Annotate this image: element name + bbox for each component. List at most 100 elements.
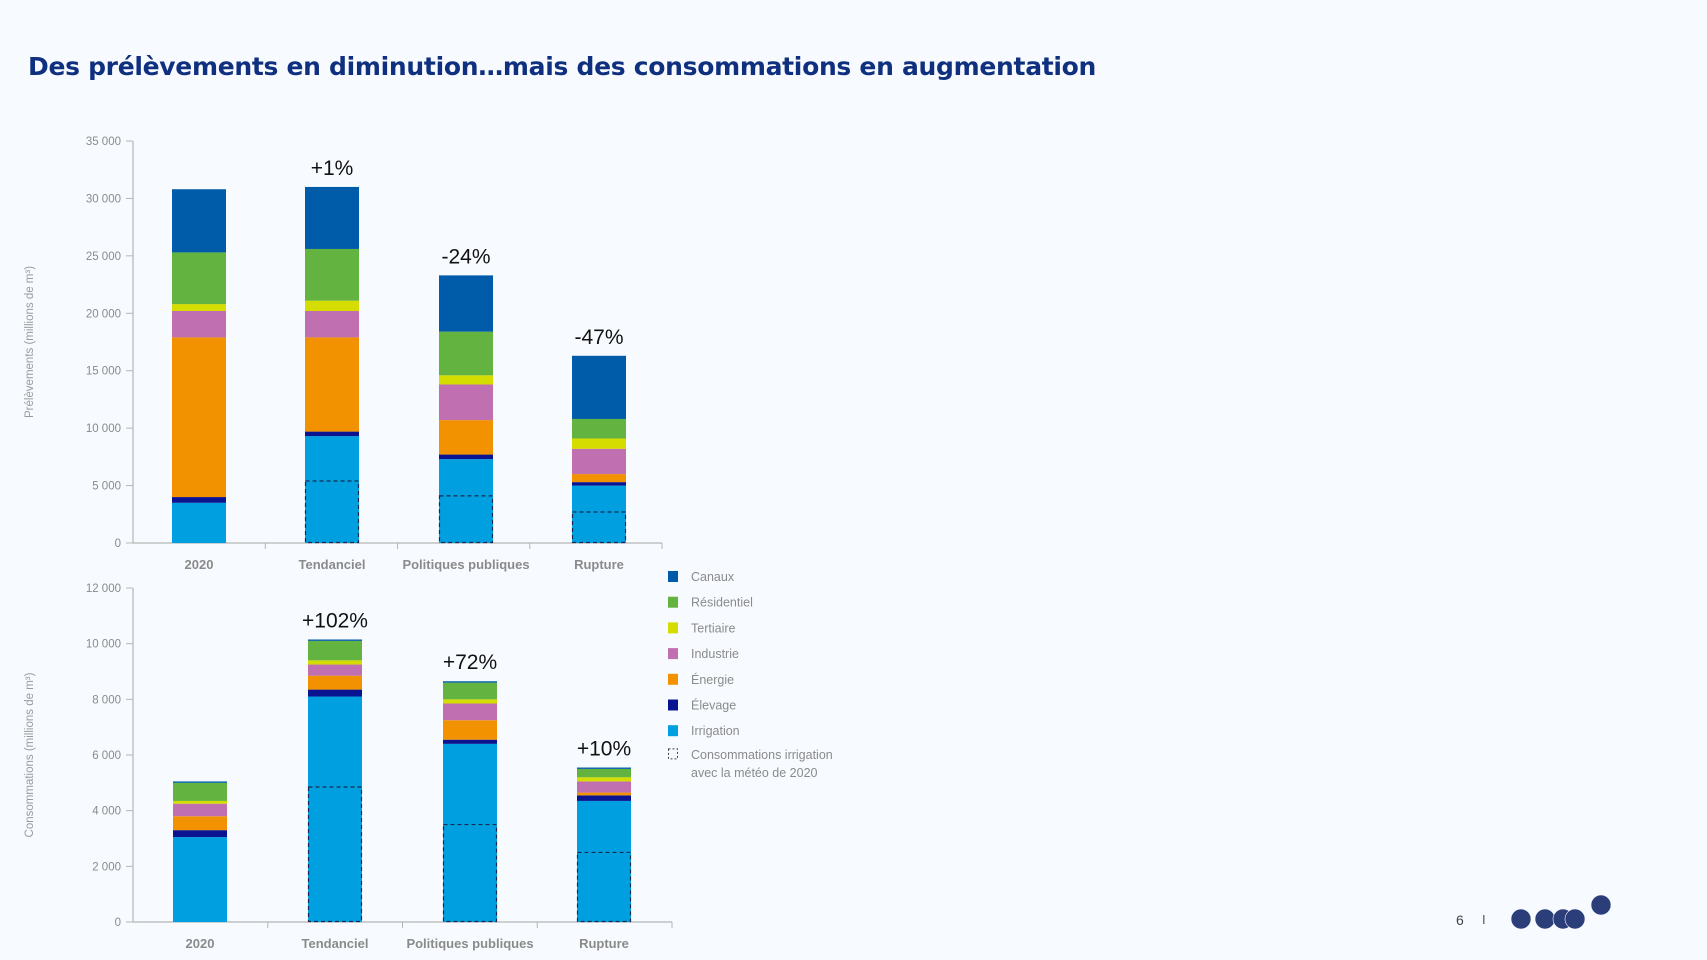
bar-segment-tertiaire — [572, 438, 626, 449]
bar-segment-résidentiel — [308, 640, 362, 661]
bar-segment-énergie — [577, 792, 631, 796]
bar-segment-canaux — [172, 189, 226, 253]
dashed-irrigation-meteo-2020 — [442, 823, 498, 923]
change-annotation: +10% — [577, 738, 631, 761]
legend-label: Consommations irrigation — [691, 748, 833, 762]
bar-segment-résidentiel — [305, 248, 359, 301]
bar-segment-élevage — [443, 739, 497, 744]
bar-segment-irrigation — [308, 696, 362, 922]
logo-dot-icon — [1590, 894, 1612, 916]
y-tick-label: 30 000 — [86, 193, 121, 205]
logo-dot-icon — [1564, 908, 1586, 930]
legend-swatch-dashed — [668, 748, 678, 760]
bar-segment-irrigation — [577, 800, 631, 922]
legend-swatch-canaux — [668, 571, 678, 582]
bar-segment-industrie — [572, 448, 626, 475]
bar-segment-canaux — [308, 639, 362, 641]
y-tick-label: 12 000 — [86, 583, 121, 595]
bar-segment-industrie — [308, 664, 362, 676]
bar-segment-irrigation — [443, 743, 497, 922]
bar-segment-tertiaire — [308, 660, 362, 665]
bar-segment-canaux — [572, 355, 626, 419]
bar-segment-industrie — [439, 384, 493, 421]
y-tick-label: 10 000 — [86, 639, 121, 651]
legend-swatch-industrie — [668, 648, 678, 660]
bar-segment-élevage — [572, 482, 626, 486]
bar-segment-canaux — [439, 275, 493, 332]
bar-segment-résidentiel — [443, 682, 497, 700]
legend-label: Énergie — [691, 672, 734, 687]
y-tick-label: 20 000 — [86, 308, 121, 320]
bar-segment-énergie — [173, 816, 227, 831]
bar-segment-énergie — [572, 474, 626, 483]
bar-segment-tertiaire — [443, 699, 497, 704]
x-category-label: Tendanciel — [299, 557, 366, 572]
dashed-irrigation-meteo-2020 — [304, 480, 360, 544]
legend-label: avec la météo de 2020 — [691, 766, 818, 780]
bar-segment-tertiaire — [305, 300, 359, 311]
footer-separator: I — [1482, 912, 1486, 927]
bar-segment-résidentiel — [572, 418, 626, 439]
bar-segment-tertiaire — [439, 375, 493, 385]
y-tick-label: 2 000 — [92, 861, 121, 873]
bar-segment-élevage — [439, 454, 493, 460]
x-category-label: Tendanciel — [302, 936, 369, 951]
x-category-label: Politiques publiques — [406, 936, 533, 951]
dashed-irrigation-meteo-2020 — [307, 786, 363, 923]
bar-segment-énergie — [308, 675, 362, 690]
bar-segment-tertiaire — [172, 304, 226, 311]
x-category-label: Rupture — [579, 936, 629, 951]
bar-segment-énergie — [172, 337, 226, 498]
bar-segment-élevage — [308, 689, 362, 697]
change-annotation: +1% — [311, 157, 354, 180]
x-category-label: 2020 — [186, 936, 215, 951]
bar-segment-canaux — [443, 681, 497, 683]
legend-label: Industrie — [691, 647, 739, 661]
legend-swatch-résidentiel — [668, 596, 678, 608]
change-annotation: -47% — [574, 326, 623, 349]
bar-segment-énergie — [305, 337, 359, 432]
page-title: Des prélèvements en diminution…mais des … — [28, 52, 1097, 81]
y-tick-label: 8 000 — [92, 694, 121, 706]
bar-segment-énergie — [439, 420, 493, 455]
legend-label: Irrigation — [691, 724, 740, 738]
bar-segment-industrie — [443, 703, 497, 721]
x-category-label: Politiques publiques — [402, 557, 529, 572]
bar-segment-irrigation — [572, 485, 626, 543]
bar-segment-industrie — [577, 781, 631, 793]
bar-segment-irrigation — [305, 436, 359, 543]
bar-segment-irrigation — [173, 837, 227, 922]
bar-segment-irrigation — [172, 502, 226, 543]
y-tick-label: 4 000 — [92, 806, 121, 818]
y-tick-label: 0 — [115, 538, 121, 550]
legend-swatch-énergie — [668, 673, 678, 685]
legend-swatch-tertiaire — [668, 622, 678, 634]
bar-segment-résidentiel — [173, 782, 227, 801]
change-annotation: +102% — [302, 609, 368, 632]
logo-dot-icon — [1534, 908, 1556, 930]
bar-segment-élevage — [305, 431, 359, 437]
bar-segment-énergie — [443, 720, 497, 740]
y-tick-label: 35 000 — [86, 136, 121, 148]
bar-segment-canaux — [577, 767, 631, 769]
legend-label: Résidentiel — [691, 596, 753, 610]
legend-label: Tertiaire — [691, 621, 736, 635]
bar-segment-industrie — [172, 310, 226, 338]
logo-dot-icon — [1510, 908, 1532, 930]
dashed-irrigation-meteo-2020 — [438, 495, 494, 544]
legend-swatch-élevage — [668, 699, 678, 711]
bar-segment-canaux — [305, 186, 359, 249]
x-category-label: Rupture — [574, 557, 624, 572]
bar-segment-tertiaire — [577, 777, 631, 782]
y-tick-label: 0 — [115, 917, 121, 929]
change-annotation: +72% — [443, 651, 497, 674]
y-tick-label: 10 000 — [86, 423, 121, 435]
bar-segment-irrigation — [439, 459, 493, 543]
bar-segment-tertiaire — [173, 800, 227, 804]
y-axis-label: Prélèvements (millions de m³) — [24, 266, 36, 418]
bar-segment-canaux — [173, 781, 227, 783]
x-category-label: 2020 — [185, 557, 214, 572]
legend-label: Canaux — [691, 570, 735, 584]
bar-segment-résidentiel — [439, 331, 493, 376]
